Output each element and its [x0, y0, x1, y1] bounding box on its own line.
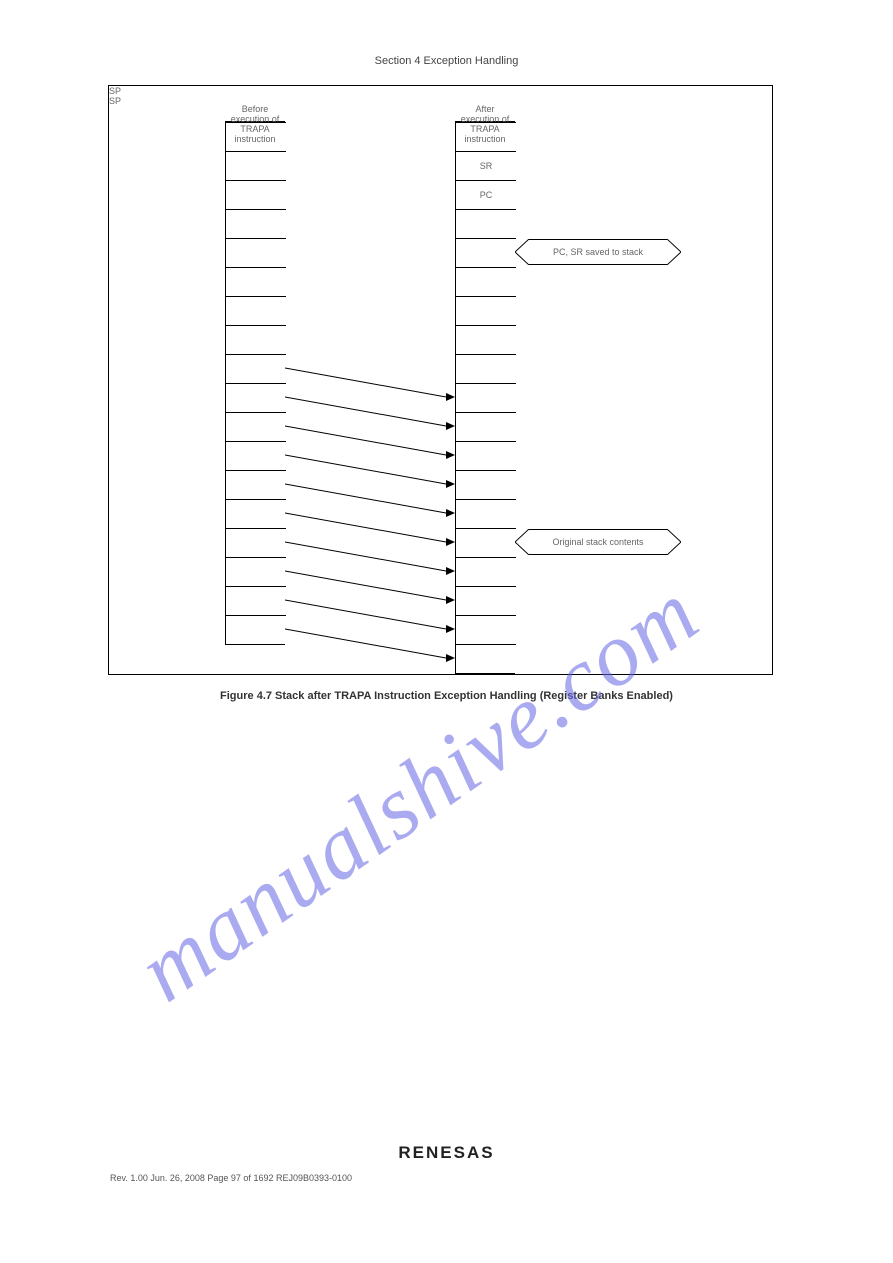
stack-cell: [226, 209, 286, 238]
right-stack-label: After execution of TRAPA instruction: [456, 104, 514, 144]
stack-cell: [456, 528, 516, 557]
stack-cell: [226, 296, 286, 325]
stack-cell: [226, 412, 286, 441]
stack-cell: [456, 499, 516, 528]
stack-cell: [226, 528, 286, 557]
stack-cell: [456, 238, 516, 267]
stack-cell: [456, 383, 516, 412]
stack-cell: [226, 615, 286, 644]
stack-cell: [226, 557, 286, 586]
stack-cell: [226, 151, 286, 180]
stack-cell: [456, 267, 516, 296]
arrow: [285, 624, 455, 663]
footer-logo: RENESAS: [0, 1143, 893, 1163]
stack-cell: [456, 325, 516, 354]
balloon-original: Original stack contents: [515, 529, 681, 555]
balloon-original-text: Original stack contents: [529, 529, 667, 555]
figure-caption: Figure 4.7 Stack after TRAPA Instruction…: [0, 690, 893, 702]
stack-cell: [226, 180, 286, 209]
stack-cell: [456, 209, 516, 238]
balloon-pc-sr: PC, SR saved to stack: [515, 239, 681, 265]
left-stack-label: Before execution of TRAPA instruction: [226, 104, 284, 144]
page-header: Section 4 Exception Handling: [0, 55, 893, 67]
right-stack: After execution of TRAPA instruction SRP…: [455, 121, 515, 674]
stack-cell: PC: [456, 180, 516, 209]
sp-before-label: SP: [109, 86, 772, 96]
balloon-pc-sr-text: PC, SR saved to stack: [529, 239, 667, 265]
stack-cell: [456, 615, 516, 644]
stack-cell: [456, 644, 516, 673]
stack-cell: [456, 470, 516, 499]
stack-cell: [456, 441, 516, 470]
stack-cell: [226, 267, 286, 296]
stack-cell: [226, 325, 286, 354]
stack-cell: [226, 586, 286, 615]
stack-cell: [226, 238, 286, 267]
stack-cell: SR: [456, 151, 516, 180]
stack-cell: [226, 383, 286, 412]
stack-cell: [456, 586, 516, 615]
stack-cell: [456, 296, 516, 325]
stack-cell: [456, 412, 516, 441]
left-stack: Before execution of TRAPA instruction: [225, 121, 285, 645]
stack-cell: [226, 499, 286, 528]
diagram-frame: Before execution of TRAPA instruction SP…: [108, 85, 773, 675]
stack-cell: [226, 470, 286, 499]
stack-cell: [226, 354, 286, 383]
stack-cell: [456, 354, 516, 383]
stack-cell: [226, 441, 286, 470]
sp-after-label: SP: [109, 96, 772, 106]
stack-cell: [456, 557, 516, 586]
footer-rev: Rev. 1.00 Jun. 26, 2008 Page 97 of 1692 …: [110, 1173, 352, 1183]
